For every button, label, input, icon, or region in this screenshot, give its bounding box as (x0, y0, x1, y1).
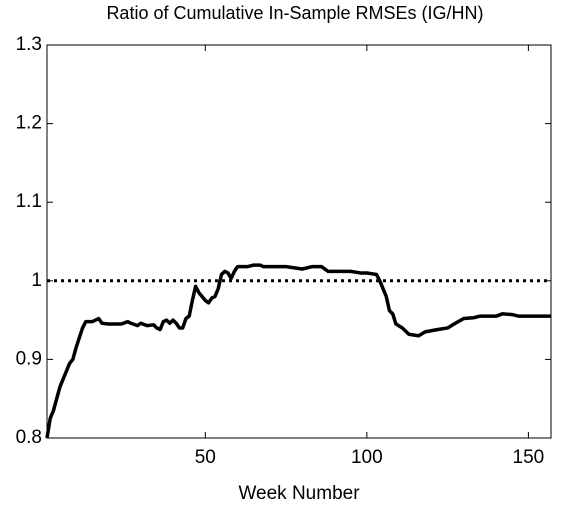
y-tick-label: 1.1 (16, 191, 42, 212)
y-tick-label: 1 (31, 270, 42, 291)
y-tick-label: 0.9 (16, 348, 42, 369)
y-tick-label: 1.3 (16, 34, 42, 55)
x-tick-label: 100 (351, 447, 383, 468)
x-tick-label: 50 (195, 447, 216, 468)
y-tick-label: 1.2 (16, 113, 42, 134)
y-tick-label: 0.8 (16, 427, 42, 448)
data-line (45, 263, 551, 439)
chart-title: Ratio of Cumulative In-Sample RMSEs (IG/… (106, 3, 483, 23)
x-axis-label: Week Number (238, 483, 360, 504)
x-tick-label: 150 (513, 447, 545, 468)
plot-frame (46, 44, 552, 439)
